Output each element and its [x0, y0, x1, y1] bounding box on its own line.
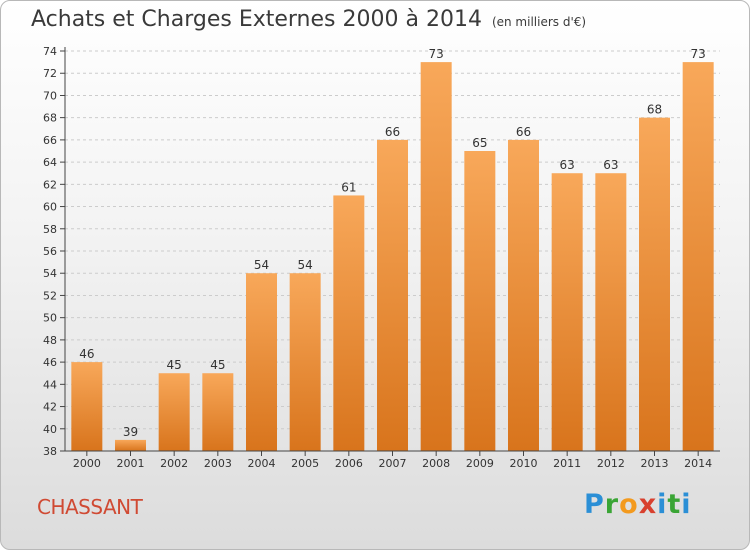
- bar: [246, 273, 277, 451]
- bar-value-label: 45: [167, 358, 182, 372]
- y-tick-label: 58: [43, 223, 57, 236]
- bar-value-label: 65: [472, 136, 487, 150]
- bar: [377, 139, 408, 451]
- bar: [115, 439, 146, 451]
- bar-value-label: 54: [254, 258, 269, 272]
- bar: [158, 373, 190, 451]
- x-tick-label: 2012: [597, 457, 625, 470]
- x-tick-label: 2011: [553, 457, 581, 470]
- y-tick-label: 62: [43, 178, 57, 191]
- logo-letter: i: [681, 489, 692, 520]
- x-tick-label: 2000: [73, 457, 101, 470]
- y-tick-label: 60: [43, 201, 57, 214]
- y-tick-label: 52: [43, 289, 57, 302]
- y-tick-label: 48: [43, 334, 57, 347]
- y-tick-label: 54: [43, 267, 57, 280]
- y-tick-label: 44: [43, 378, 57, 391]
- logo-letter: x: [638, 489, 658, 520]
- bar-value-label: 73: [691, 47, 706, 61]
- bar-value-label: 61: [341, 180, 356, 194]
- x-tick-label: 2001: [117, 457, 145, 470]
- bar: [508, 139, 539, 451]
- x-tick-label: 2008: [422, 457, 450, 470]
- bar-value-label: 73: [429, 47, 444, 61]
- y-tick-label: 70: [43, 89, 57, 102]
- x-tick-label: 2013: [641, 457, 669, 470]
- y-tick-label: 74: [43, 45, 57, 58]
- y-tick-label: 64: [43, 156, 57, 169]
- y-tick-label: 66: [43, 134, 57, 147]
- logo-letter: i: [657, 489, 668, 520]
- bar: [333, 195, 365, 451]
- x-tick-label: 2005: [291, 457, 319, 470]
- bar-value-label: 66: [385, 125, 400, 139]
- logo-letter: t: [667, 489, 682, 520]
- y-tick-label: 42: [43, 401, 57, 414]
- logo-letter: r: [604, 489, 620, 520]
- logo-letter: o: [619, 489, 639, 520]
- x-tick-label: 2002: [160, 457, 188, 470]
- y-tick-label: 56: [43, 245, 57, 258]
- bar-value-label: 45: [210, 358, 225, 372]
- y-tick-label: 50: [43, 312, 57, 325]
- unit-note: (en milliers d'€): [491, 15, 587, 29]
- x-tick-label: 2003: [204, 457, 232, 470]
- x-tick-label: 2010: [510, 457, 538, 470]
- bar-value-label: 39: [123, 425, 138, 439]
- bar-value-label: 68: [647, 103, 662, 117]
- bar: [71, 362, 103, 451]
- logo-letter: P: [584, 489, 605, 520]
- bar-value-label: 63: [603, 158, 618, 172]
- bars: [71, 62, 714, 452]
- y-tick-label: 38: [43, 445, 57, 458]
- proxiti-logo: Proxiti: [584, 489, 692, 520]
- bar: [420, 62, 452, 451]
- town-name: CHASSANT: [37, 495, 143, 519]
- y-tick-label: 40: [43, 423, 57, 436]
- bar: [289, 273, 321, 451]
- bar: [595, 173, 627, 451]
- bar: [202, 373, 234, 451]
- y-tick-label: 72: [43, 67, 57, 80]
- y-tick-label: 68: [43, 112, 57, 125]
- bar: [464, 151, 496, 451]
- y-tick-label: 46: [43, 356, 57, 369]
- axes: [60, 47, 720, 456]
- chart-title: Achats et Charges Externes 2000 à 2014 (e…: [31, 7, 586, 32]
- x-tick-label: 2014: [684, 457, 712, 470]
- bar-value-label: 54: [298, 258, 313, 272]
- bar: [639, 117, 670, 452]
- bar-value-label: 46: [79, 347, 94, 361]
- bar-value-label: 63: [560, 158, 575, 172]
- chart-title-text: Achats et Charges Externes 2000 à 2014: [31, 7, 482, 32]
- x-tick-label: 2007: [379, 457, 407, 470]
- bar: [551, 173, 583, 451]
- bar-value-label: 66: [516, 125, 531, 139]
- x-tick-label: 2006: [335, 457, 363, 470]
- labels: 38 40 42 44 46 48 50 52 54 56 58 60 62 64 66 68 70 72 74 46…: [43, 45, 712, 470]
- x-tick-label: 2009: [466, 457, 494, 470]
- bar: [682, 62, 714, 451]
- x-tick-label: 2004: [248, 457, 276, 470]
